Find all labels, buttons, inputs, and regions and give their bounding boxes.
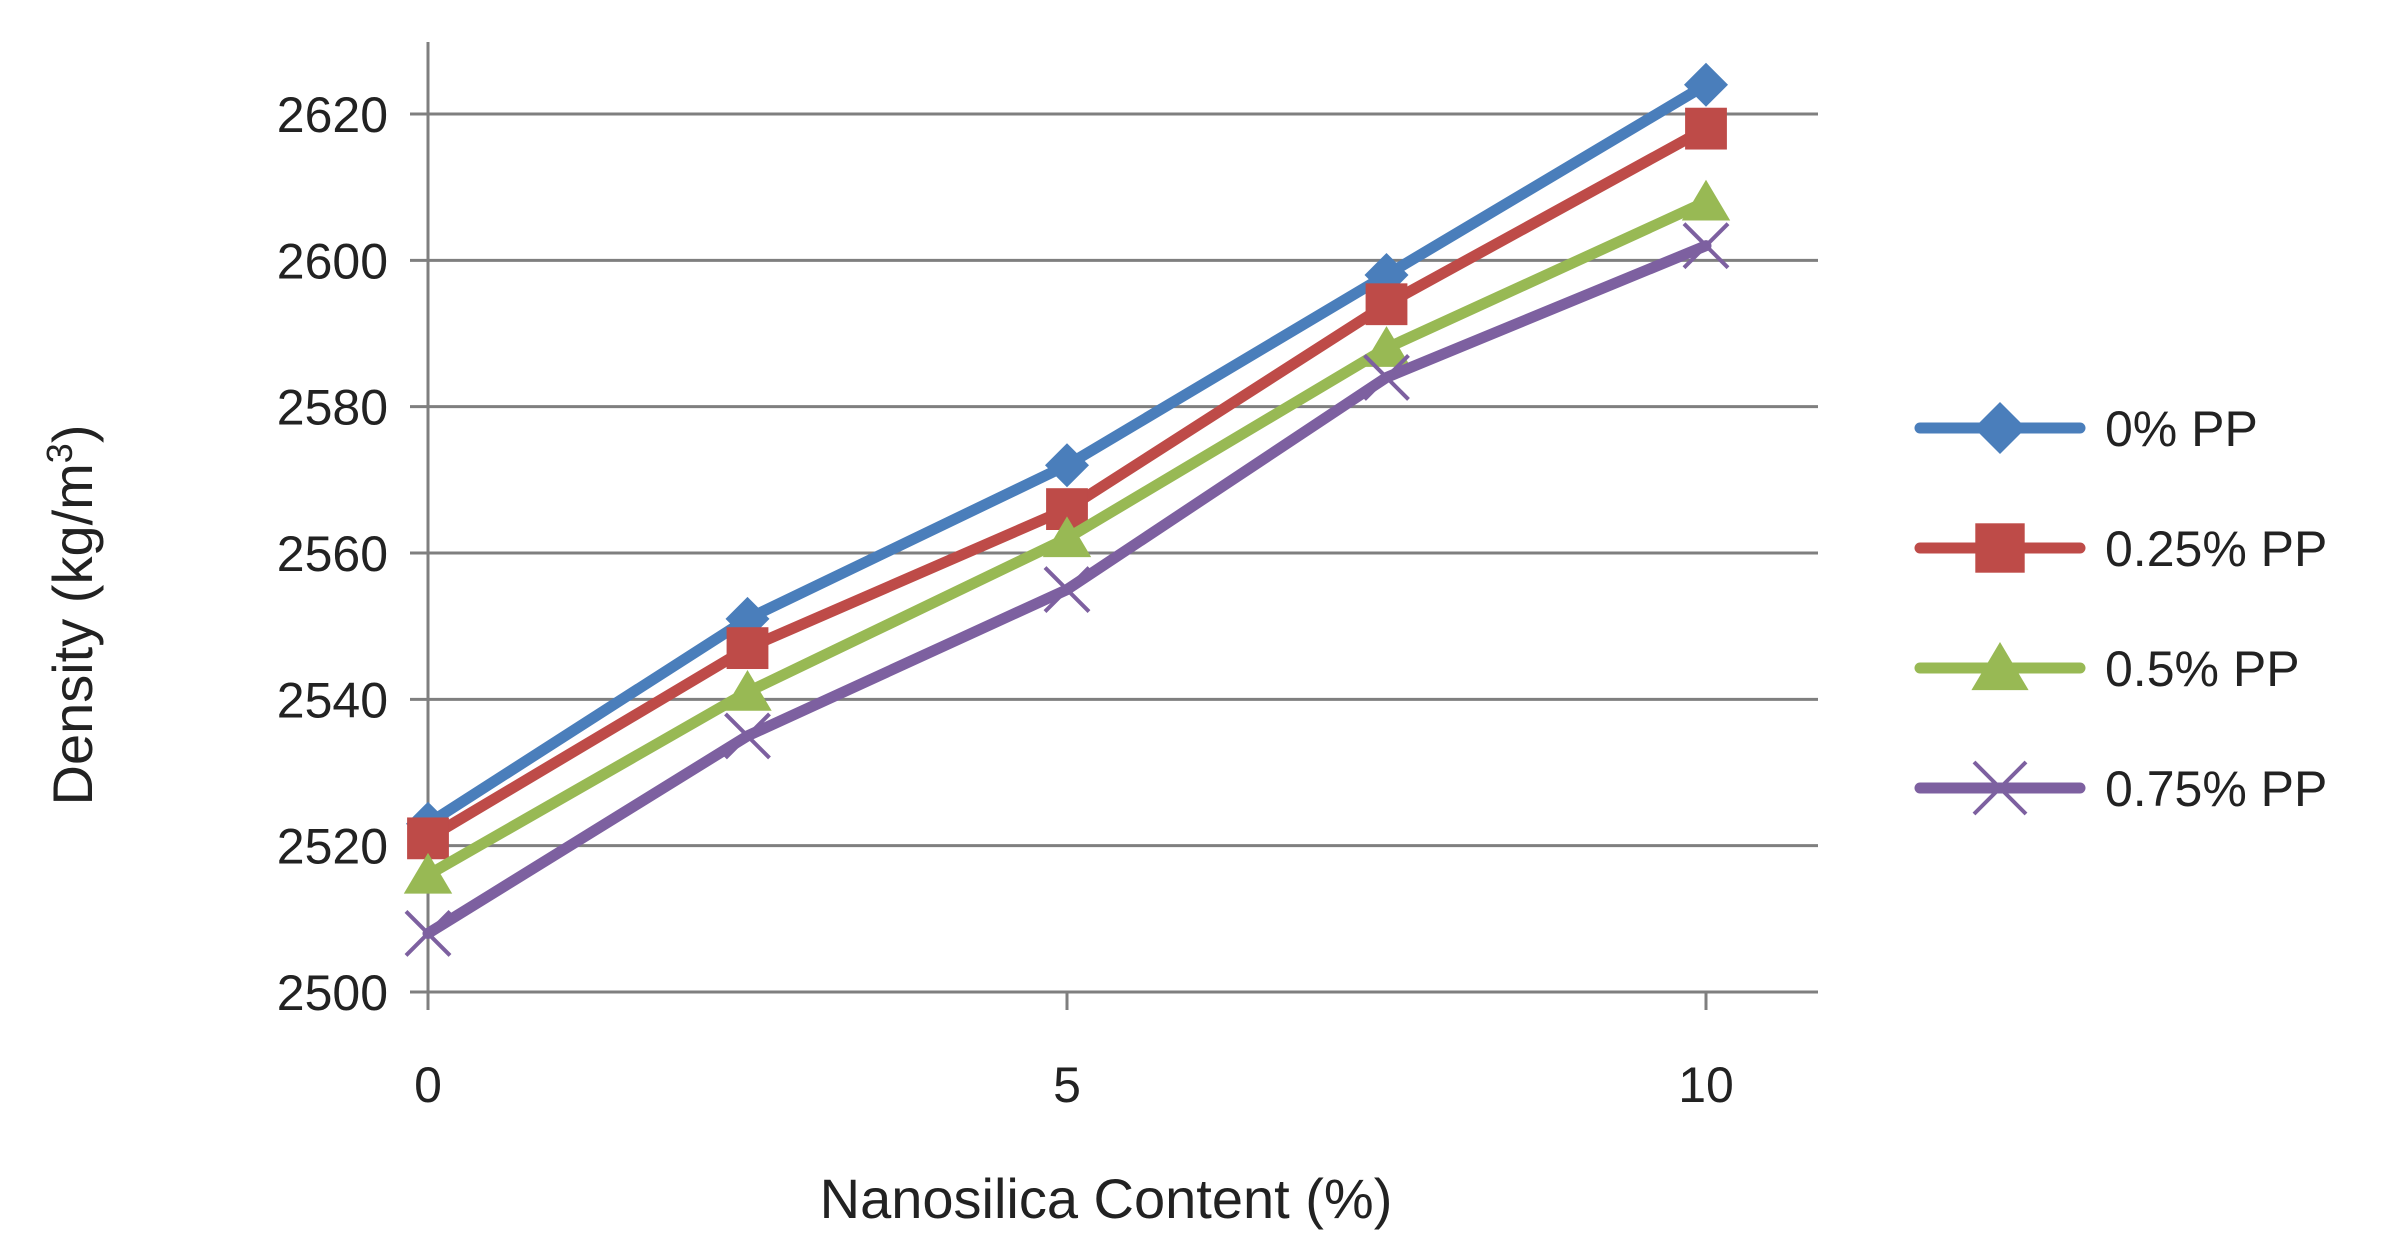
grid-lines: [410, 112, 1818, 994]
x-marker-stroke: [1682, 222, 1730, 270]
y-tick-label: 2540: [277, 672, 388, 728]
data-point-x: [1363, 353, 1410, 401]
y-tick-label: 2580: [277, 380, 388, 436]
data-point-x: [404, 910, 452, 957]
series-1: [407, 107, 1727, 860]
data-point-diamond: [1045, 443, 1089, 488]
x-marker-stroke: [1972, 760, 2028, 816]
y-axis-title-superscript: 3: [39, 443, 80, 463]
x-tick-label: 5: [1053, 1057, 1081, 1113]
x-tick-label: 10: [1678, 1057, 1734, 1113]
data-point-square: [1685, 107, 1727, 150]
data-point-x: [724, 712, 771, 760]
y-tick-label: 2560: [277, 526, 388, 582]
x-tick-label: 0: [414, 1057, 442, 1113]
x-marker-stroke: [1043, 566, 1091, 613]
series-2: [403, 179, 1731, 894]
x-axis-title: Nanosilica Content (%): [820, 1167, 1393, 1230]
legend-marker-x: [1972, 760, 2028, 816]
legend-item: 0.75% PP: [1914, 760, 2327, 817]
y-tick-label: 2600: [277, 233, 388, 289]
series-lines: [403, 62, 1731, 957]
tick-labels: 2500 2520 2540 2560 2580 2600 2620 0 5 10: [277, 87, 1734, 1113]
legend-marker-triangle: [1971, 642, 2029, 691]
x-marker-stroke: [1363, 353, 1410, 401]
y-axis-title-close: ): [41, 425, 104, 444]
legend-label: 0.5% PP: [2105, 641, 2300, 697]
y-axis-title: Density (kg/m3): [39, 425, 104, 806]
legend-label: 0.75% PP: [2105, 761, 2327, 817]
y-tick-label: 2520: [277, 819, 388, 875]
legend: 0% PP 0.25% PP 0.5% PP 0.75% PP: [1914, 401, 2327, 817]
data-point-square: [1365, 283, 1408, 326]
data-point-triangle: [723, 670, 772, 711]
y-axis-title-main: Density (kg/m: [41, 463, 104, 805]
x-marker-stroke: [404, 910, 452, 957]
data-point-triangle: [1681, 179, 1731, 221]
legend-label: 0% PP: [2105, 401, 2258, 457]
data-point-triangle: [1042, 516, 1092, 558]
legend-item: 0.5% PP: [1914, 641, 2300, 697]
legend-marker-square: [1975, 523, 2025, 573]
legend-marker-diamond: [1974, 402, 2026, 454]
data-point-x: [1043, 566, 1091, 613]
legend-item: 0% PP: [1914, 401, 2258, 457]
legend-item: 0.25% PP: [1914, 521, 2327, 577]
y-tick-label: 2500: [277, 965, 388, 1021]
data-point-square: [407, 817, 449, 860]
data-point-x: [1682, 222, 1730, 270]
data-point-triangle: [1362, 326, 1411, 367]
legend-label: 0.25% PP: [2105, 521, 2327, 577]
data-point-triangle: [403, 852, 453, 894]
data-point-diamond: [1684, 62, 1728, 107]
y-tick-label: 2620: [277, 87, 388, 143]
x-marker-stroke: [724, 712, 771, 760]
data-point-square: [726, 627, 769, 670]
series-0: [406, 62, 1728, 846]
series-3: [404, 222, 1730, 957]
